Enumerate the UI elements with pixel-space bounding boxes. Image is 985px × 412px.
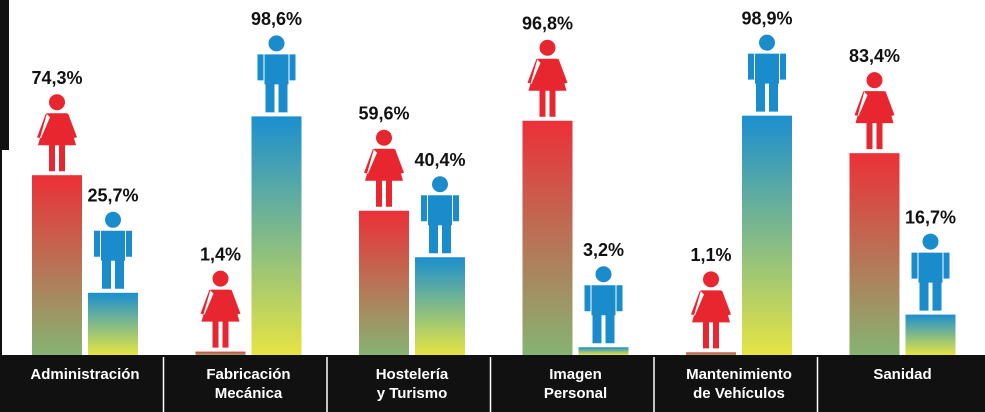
icon-body [854,91,895,150]
category-label: Fabricación Mecánica [206,366,290,402]
bar [88,292,138,355]
icon-head [539,39,556,56]
bar [905,314,956,355]
left-strip [0,0,9,150]
value-label: 98,9% [741,8,792,28]
icon-head [866,72,883,89]
bar [415,257,465,355]
value-label: 25,7% [87,186,138,206]
icon-head [49,94,65,111]
value-label: 1,4% [200,244,241,264]
icon-body [37,113,77,172]
bar [686,352,736,355]
icon-head [376,129,392,146]
bar [742,115,792,355]
value-label: 83,4% [849,46,900,66]
icon-head [268,35,285,52]
value-label: 3,2% [583,240,624,260]
bar [32,175,82,355]
bar [578,347,629,355]
value-label: 74,3% [31,68,82,88]
icon-body [527,58,568,117]
icon-body [257,54,296,113]
icon-body [364,148,404,207]
category-label: Mantenimiento de Vehículos [686,366,792,402]
icon-head [703,271,719,288]
value-label: 59,6% [358,104,409,124]
bar [849,153,900,355]
icon-body [911,252,950,311]
icon-body [584,285,623,344]
category-label: Imagen Personal [544,366,607,402]
icon-head [212,270,229,287]
category-label: Sanidad [873,366,931,383]
category-label: Hostelería y Turismo [376,366,449,402]
icon-body [421,195,459,254]
icon-body [748,53,786,112]
value-label: 98,6% [251,9,302,29]
value-label: 16,7% [905,207,956,227]
category-label: Administración [30,366,139,383]
icon-body [94,230,132,289]
icon-head [759,34,775,51]
value-label: 40,4% [414,150,465,170]
icon-body [691,290,731,349]
category-band [0,355,985,412]
value-label: 96,8% [522,13,573,33]
icon-head [432,176,448,193]
bar [251,116,302,355]
bar [359,210,409,355]
icon-head [105,211,121,228]
bar [522,120,573,355]
value-label: 1,1% [690,245,731,265]
bar [195,351,246,355]
icon-head [595,266,612,283]
left-line [0,150,2,356]
icon-head [922,233,939,250]
icon-body [200,289,241,348]
